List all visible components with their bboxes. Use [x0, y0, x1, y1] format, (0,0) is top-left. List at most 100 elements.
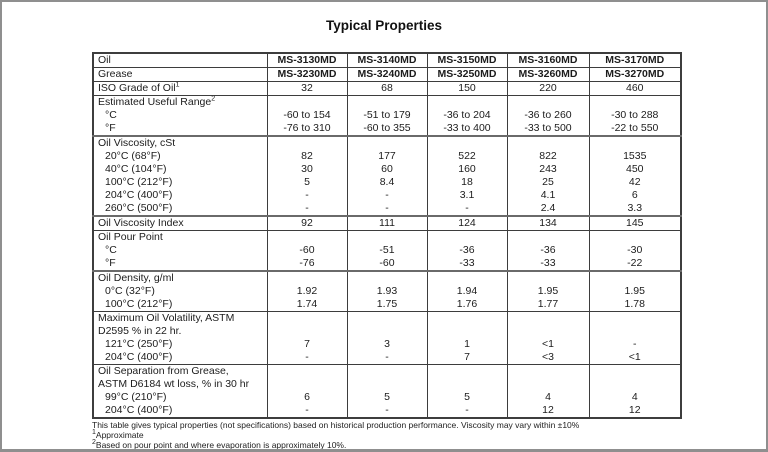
cell-value: MS-3250MD: [437, 68, 497, 80]
cell-value: -60 to 355: [363, 122, 411, 134]
table-row: Oil MS-3130MD MS-3140MD MS-3150MD MS-3160MD M…: [92, 52, 682, 68]
cell-value: <1: [628, 351, 641, 363]
cell-value: 1.92: [296, 285, 318, 297]
cell-value: -: [465, 202, 469, 214]
cell-value: [268, 137, 347, 150]
cell-value: [508, 365, 589, 378]
cell-value: 1.77: [537, 298, 559, 310]
table-row: ISO Grade of Oil1 32 68 150 220 460: [92, 81, 682, 96]
cell-value: -30: [627, 244, 643, 256]
row-label: °F: [105, 122, 116, 134]
cell-value: -: [385, 404, 389, 416]
row-label: 99°C (210°F): [105, 391, 167, 403]
value-cell: -51 -60: [346, 230, 428, 272]
cell-value: 5: [384, 391, 390, 403]
footnote-marker: 2: [92, 439, 96, 447]
cell-value: [508, 378, 589, 391]
table-body: Oil MS-3130MD MS-3140MD MS-3150MD MS-3160MD M…: [92, 52, 682, 419]
cell-value: [268, 272, 347, 285]
footnote-marker: 1: [92, 429, 96, 437]
cell-value: -51: [379, 244, 395, 256]
cell-value: [590, 137, 681, 150]
table-row: Oil Viscosity Index 92 111 124 134 145: [92, 215, 682, 231]
value-cell: 6-: [266, 364, 348, 419]
cell-value: -60: [299, 244, 315, 256]
cell-value: 243: [539, 163, 557, 175]
cell-value: [268, 231, 347, 244]
cell-value: 5: [464, 391, 470, 403]
value-cell: -36 -33: [506, 230, 590, 272]
row-label-cell: Oil Pour Point °C °F: [92, 230, 268, 272]
cell-value: 12: [628, 404, 641, 416]
cell-value: 1.74: [296, 298, 318, 310]
row-label: ISO Grade of Oil1: [98, 82, 180, 94]
cell-value: [590, 272, 681, 285]
row-label-cell: ISO Grade of Oil1: [92, 81, 268, 96]
cell-value: <1: [542, 338, 554, 350]
row-label-cell: Oil Viscosity, cSt 20°C (68°F) 40°C (104°F…: [92, 135, 268, 217]
cell-value: [590, 325, 681, 338]
cell-value: -: [465, 404, 469, 416]
cell-value: [348, 231, 427, 244]
footnote: 1Approximate: [92, 429, 144, 440]
cell-value: 1.93: [376, 285, 398, 297]
table-row: Estimated Useful Range2 °C °F -60 to 154 -7…: [92, 95, 682, 137]
cell-value: 25: [542, 176, 554, 188]
cell-value: -: [305, 404, 309, 416]
row-label: 204°C (400°F): [105, 351, 173, 363]
value-cell: -36 to 204 -33 to 400: [426, 95, 508, 137]
cell-value: 822: [539, 150, 557, 162]
cell-value: 1.95: [624, 285, 645, 297]
cell-value: [508, 272, 589, 285]
value-cell: 822 243 25 4.1 2.4: [506, 135, 590, 217]
properties-table: Oil MS-3130MD MS-3140MD MS-3150MD MS-3160MD M…: [92, 52, 682, 419]
cell-value: -33: [459, 257, 475, 269]
row-label-cell: Oil Separation from Grease, ASTM D6184 wt…: [92, 364, 268, 419]
cell-value: [348, 96, 427, 109]
value-cell: MS-3230MD: [266, 67, 348, 82]
value-cell: 220: [506, 81, 590, 96]
cell-value: [268, 312, 347, 325]
row-label: Estimated Useful Range2: [98, 96, 216, 108]
cell-value: 1.76: [456, 298, 478, 310]
row-label: Oil Separation from Grease,: [98, 365, 229, 377]
row-label-cell: Estimated Useful Range2 °C °F: [92, 95, 268, 137]
row-label: °C: [105, 109, 117, 121]
cell-value: [590, 231, 681, 244]
cell-value: [508, 137, 589, 150]
cell-value: [428, 325, 507, 338]
cell-value: 3: [384, 338, 390, 350]
cell-value: [348, 137, 427, 150]
cell-value: 6: [304, 391, 310, 403]
footnote-marker: 2: [211, 96, 216, 103]
row-label-cell: Grease: [92, 67, 268, 82]
cell-value: 6: [631, 189, 638, 201]
value-cell: 5-: [346, 364, 428, 419]
cell-value: -: [385, 351, 389, 363]
cell-value: 150: [458, 82, 476, 94]
cell-value: [590, 96, 681, 109]
cell-value: [508, 231, 589, 244]
table-row: Oil Viscosity, cSt 20°C (68°F) 40°C (104°F…: [92, 135, 682, 217]
value-cell: 111: [346, 215, 428, 231]
footnotes: This table gives typical properties (not…: [92, 420, 766, 449]
cell-value: 1.78: [624, 298, 645, 310]
row-label-cell: Oil Density, g/ml 0°C (32°F) 100°C (212°F): [92, 270, 268, 312]
cell-value: 5: [304, 176, 310, 188]
value-cell: 1.93 1.75: [346, 270, 428, 312]
row-label: 40°C (104°F): [105, 163, 167, 175]
cell-value: 60: [381, 163, 393, 175]
value-cell: <1 <3: [506, 311, 590, 365]
cell-value: 2.4: [540, 202, 556, 214]
cell-value: 145: [625, 217, 644, 229]
cell-value: [348, 378, 427, 391]
value-cell: -36 to 260 -33 to 500: [506, 95, 590, 137]
value-cell: 68: [346, 81, 428, 96]
cell-value: -33: [540, 257, 556, 269]
value-cell: MS-3160MD: [506, 52, 590, 68]
value-cell: 4 12: [506, 364, 590, 419]
cell-value: MS-3170MD: [605, 54, 665, 66]
cell-value: [268, 96, 347, 109]
cell-value: -: [305, 202, 309, 214]
cell-value: 18: [461, 176, 473, 188]
